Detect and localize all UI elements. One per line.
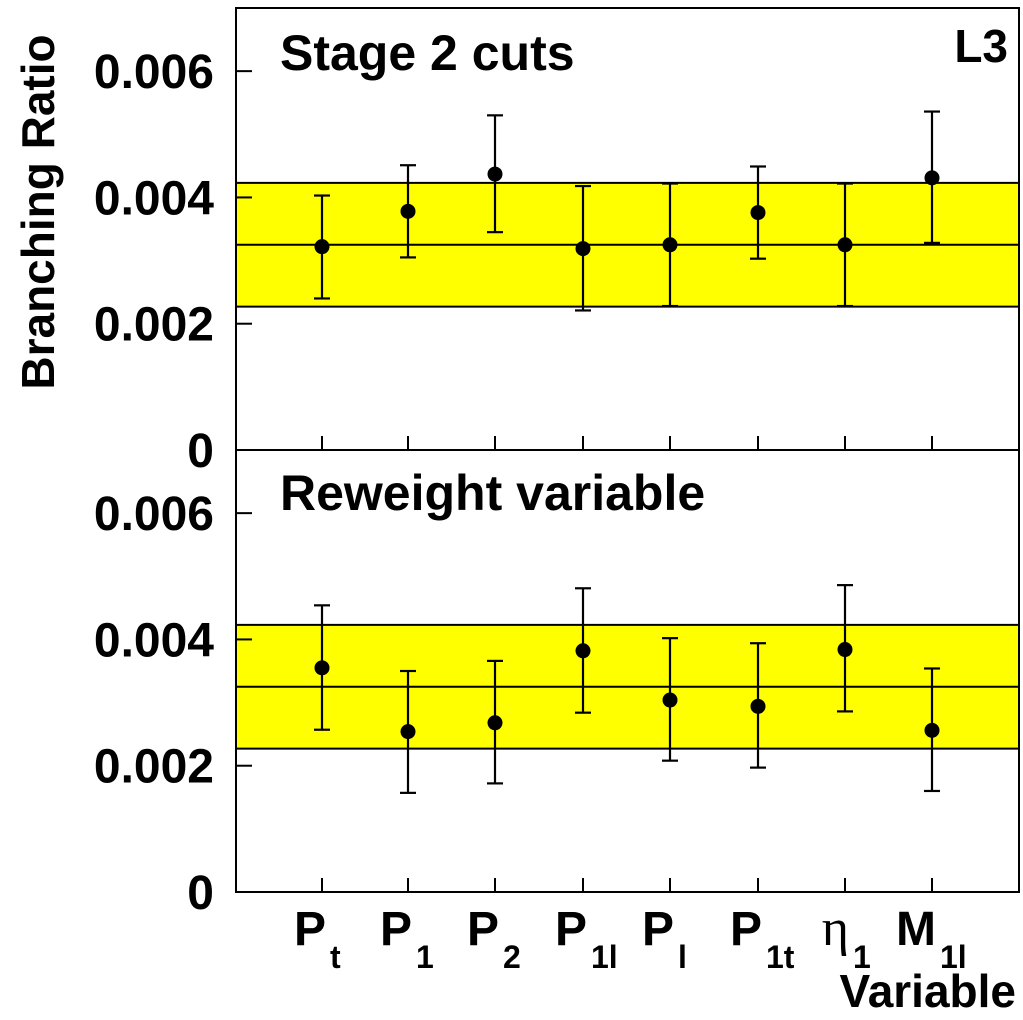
data-point	[750, 698, 766, 714]
x-tick-label-1: Pt	[294, 903, 341, 975]
y-tick-label: 0.002	[94, 741, 214, 794]
variable-symbol: P	[642, 903, 674, 956]
data-point	[487, 715, 503, 731]
data-point	[924, 722, 940, 738]
variable-subscript: 1	[853, 939, 871, 975]
variable-symbol: P	[555, 903, 587, 956]
variable-symbol: P	[294, 903, 326, 956]
data-point	[400, 203, 416, 219]
data-point	[314, 239, 330, 255]
panel-frame	[235, 449, 1020, 893]
y-tick-label: 0	[187, 425, 214, 478]
y-tick-label: 0.002	[94, 299, 214, 352]
data-point	[314, 660, 330, 676]
variable-subscript: 1l	[591, 939, 618, 975]
experiment-label: L3	[954, 20, 1008, 72]
y-tick-label: 0.004	[94, 614, 214, 667]
x-tick-label-8: M1l	[896, 903, 967, 975]
x-tick-label-3: P2	[467, 903, 521, 975]
variable-subscript: 2	[503, 939, 521, 975]
panel-1: 0 0.002 0.004 0.006 Stage 2 cuts	[94, 7, 1020, 478]
variable-subscript: 1t	[766, 939, 795, 975]
variable-subscript: 1	[416, 939, 434, 975]
x-tick-label-6: P1t	[730, 903, 795, 975]
data-point	[750, 205, 766, 221]
y-tick-label: 0.004	[94, 172, 214, 225]
data-point	[837, 642, 853, 658]
x-axis-label: Variable	[840, 965, 1016, 1015]
data-point	[662, 692, 678, 708]
variable-symbol: P	[380, 903, 412, 956]
data-point	[662, 237, 678, 253]
data-point	[924, 170, 940, 186]
variable-symbol: P	[730, 903, 762, 956]
data-point	[837, 237, 853, 253]
y-tick-label: 0	[187, 867, 214, 920]
panel-title: Reweight variable	[280, 465, 705, 521]
x-tick-label-2: P1	[380, 903, 434, 975]
panel-title: Stage 2 cuts	[280, 25, 575, 81]
data-point	[487, 166, 503, 182]
variable-subscript: l	[678, 939, 687, 975]
x-tick-label-4: P1l	[555, 903, 618, 975]
y-axis-label: Branching Ratio	[12, 34, 64, 389]
variable-symbol: P	[467, 903, 499, 956]
data-point	[575, 643, 591, 659]
panel-2: 0 0.002 0.004 0.006 Reweight variable	[94, 449, 1020, 920]
variable-subscript: 1l	[940, 939, 967, 975]
x-tick-label-5: Pl	[642, 903, 687, 975]
variable-subscript: t	[330, 939, 341, 975]
eta-glyph: η	[822, 900, 849, 957]
y-tick-label: 0.006	[94, 46, 214, 99]
y-tick-label: 0.006	[94, 488, 214, 541]
variable-symbol: M	[896, 903, 936, 956]
data-point	[400, 724, 416, 740]
data-point	[575, 241, 591, 257]
